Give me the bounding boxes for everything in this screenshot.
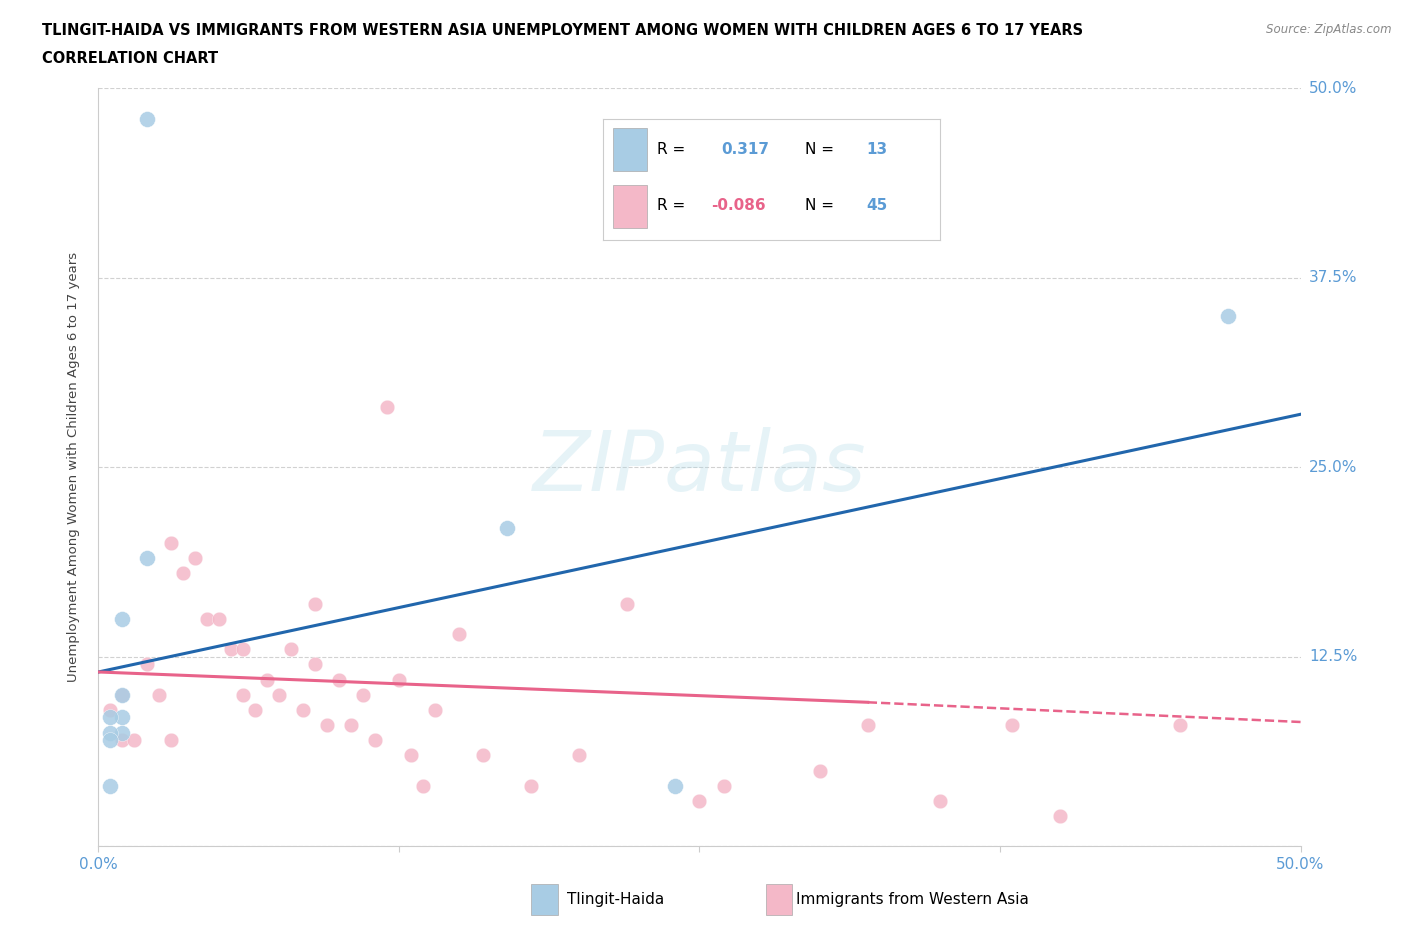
Text: 12.5%: 12.5%	[1309, 649, 1357, 664]
Point	[304, 657, 326, 671]
Point	[111, 733, 134, 748]
Point	[616, 596, 638, 611]
Point	[100, 733, 122, 748]
Point	[472, 748, 495, 763]
Point	[568, 748, 591, 763]
Point	[496, 521, 519, 536]
Point	[111, 687, 134, 702]
Point	[135, 551, 157, 565]
Point	[195, 612, 218, 627]
Point	[267, 687, 290, 702]
Point	[388, 672, 411, 687]
Point	[447, 627, 470, 642]
Point	[111, 725, 134, 740]
Point	[364, 733, 387, 748]
Point	[219, 642, 242, 657]
Text: TLINGIT-HAIDA VS IMMIGRANTS FROM WESTERN ASIA UNEMPLOYMENT AMONG WOMEN WITH CHIL: TLINGIT-HAIDA VS IMMIGRANTS FROM WESTERN…	[42, 23, 1083, 38]
Point	[183, 551, 205, 565]
Point	[100, 710, 122, 724]
Point	[100, 725, 122, 740]
Point	[243, 702, 266, 717]
Text: Immigrants from Western Asia: Immigrants from Western Asia	[796, 892, 1029, 907]
Point	[399, 748, 422, 763]
Point	[520, 778, 543, 793]
Text: 25.0%: 25.0%	[1309, 459, 1357, 475]
Point	[713, 778, 735, 793]
Text: ZIPatlas: ZIPatlas	[533, 427, 866, 508]
Point	[111, 710, 134, 724]
Point	[208, 612, 231, 627]
Point	[159, 536, 181, 551]
Point	[375, 399, 398, 414]
Point	[159, 733, 181, 748]
Point	[688, 793, 710, 808]
Point	[232, 642, 254, 657]
Point	[928, 793, 950, 808]
Point	[280, 642, 302, 657]
Point	[352, 687, 374, 702]
Point	[135, 112, 157, 126]
Y-axis label: Unemployment Among Women with Children Ages 6 to 17 years: Unemployment Among Women with Children A…	[67, 252, 80, 683]
Point	[111, 612, 134, 627]
Text: Tlingit-Haida: Tlingit-Haida	[567, 892, 665, 907]
Point	[148, 687, 170, 702]
Point	[340, 718, 363, 733]
Point	[1049, 808, 1071, 823]
Point	[304, 596, 326, 611]
Point	[256, 672, 278, 687]
Point	[1218, 309, 1240, 324]
Text: 50.0%: 50.0%	[1309, 81, 1357, 96]
Point	[291, 702, 314, 717]
Point	[111, 687, 134, 702]
Point	[124, 733, 146, 748]
Point	[412, 778, 434, 793]
Text: CORRELATION CHART: CORRELATION CHART	[42, 51, 218, 66]
Point	[1001, 718, 1024, 733]
Text: 37.5%: 37.5%	[1309, 271, 1357, 286]
Point	[1170, 718, 1192, 733]
Point	[423, 702, 446, 717]
Bar	[531, 884, 558, 914]
Point	[135, 657, 157, 671]
Text: Source: ZipAtlas.com: Source: ZipAtlas.com	[1267, 23, 1392, 36]
Point	[315, 718, 337, 733]
Point	[100, 778, 122, 793]
Point	[808, 763, 831, 777]
Bar	[766, 884, 792, 914]
Point	[100, 702, 122, 717]
Point	[664, 778, 686, 793]
Point	[856, 718, 879, 733]
Point	[232, 687, 254, 702]
Point	[328, 672, 350, 687]
Point	[172, 566, 194, 581]
